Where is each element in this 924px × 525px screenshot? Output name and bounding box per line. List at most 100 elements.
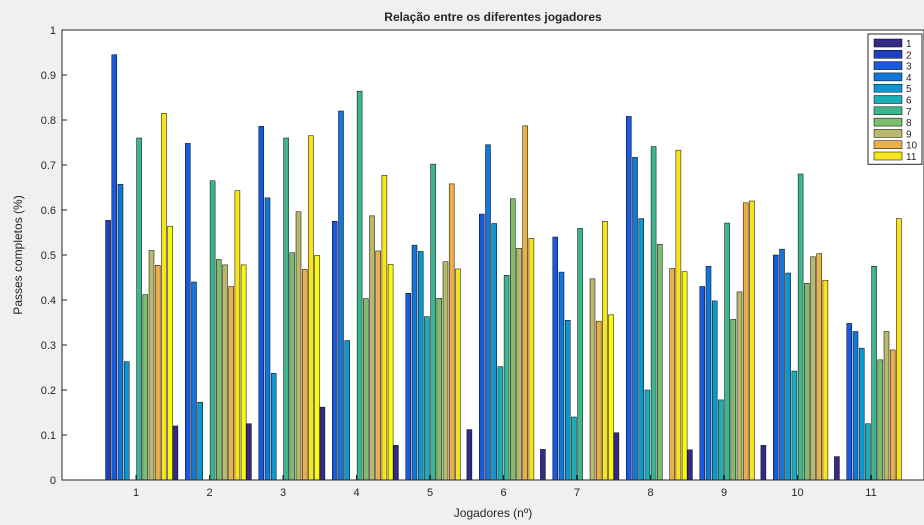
bar — [510, 198, 516, 481]
bar — [270, 373, 277, 481]
bar — [626, 116, 632, 481]
bar — [846, 323, 853, 481]
legend-label: 2 — [906, 50, 912, 61]
bar — [632, 157, 638, 481]
bar — [602, 221, 608, 481]
x-axis-label: Jogadores (nº) — [454, 506, 532, 520]
bar — [503, 275, 510, 481]
bar — [785, 272, 791, 481]
bar — [411, 244, 418, 481]
y-tick-label: 0.2 — [41, 385, 56, 397]
bar — [613, 432, 620, 481]
legend-label: 1 — [906, 39, 912, 50]
x-tick-label: 5 — [427, 487, 433, 499]
bar — [485, 144, 491, 481]
legend-swatch — [873, 61, 903, 70]
bar — [466, 429, 473, 481]
x-tick-label: 9 — [721, 487, 727, 499]
bar — [657, 243, 663, 481]
bar — [577, 228, 583, 481]
bar — [197, 401, 203, 481]
bar — [540, 449, 546, 481]
bar — [405, 293, 412, 481]
bar — [871, 266, 877, 481]
bar — [375, 250, 381, 481]
legend-label: 7 — [906, 107, 912, 118]
bar — [344, 340, 350, 481]
legend-swatch — [873, 38, 903, 48]
bar — [522, 125, 528, 481]
bar — [571, 416, 577, 481]
y-tick-label: 0.4 — [41, 295, 56, 307]
bar — [644, 389, 651, 481]
legend-label: 11 — [906, 152, 917, 163]
bar — [858, 347, 865, 481]
bar — [779, 248, 785, 481]
axes-group: 00.10.20.30.40.50.60.70.80.911 2 3 4 5 6 7 8 9 10… — [41, 25, 924, 499]
legend-swatch — [873, 83, 903, 93]
bar — [687, 449, 693, 481]
legend-swatch — [873, 129, 903, 138]
bar — [161, 113, 167, 481]
bar — [417, 251, 424, 481]
bar — [154, 265, 161, 481]
bar — [448, 183, 455, 481]
bar — [852, 331, 859, 481]
bar — [773, 254, 779, 481]
legend-label: 9 — [906, 129, 912, 140]
legend-label: 3 — [906, 62, 912, 73]
bar — [528, 238, 535, 481]
bar — [105, 220, 111, 481]
bar — [228, 286, 234, 481]
bar — [246, 423, 252, 481]
bar — [301, 269, 308, 481]
bar — [264, 197, 271, 481]
bar — [804, 283, 810, 481]
x-tick-label: 2 — [206, 487, 212, 499]
legend-swatch — [873, 95, 903, 104]
bar — [111, 54, 118, 481]
bar — [595, 320, 602, 481]
bar — [589, 278, 596, 481]
y-tick-label: 0.7 — [41, 160, 56, 172]
x-tick-label: 7 — [574, 487, 580, 499]
bar — [172, 425, 179, 481]
bar — [724, 222, 730, 481]
legend-swatch — [873, 151, 903, 161]
bar — [356, 90, 363, 481]
bar — [564, 320, 571, 481]
legend-swatch — [873, 106, 903, 116]
bar — [258, 126, 265, 481]
bar — [816, 253, 822, 481]
bar — [516, 248, 522, 481]
legend-label: 6 — [906, 96, 912, 107]
bar — [142, 294, 149, 481]
legend-swatch — [873, 140, 903, 149]
bar — [387, 264, 394, 481]
bar — [381, 175, 388, 481]
y-tick-label: 0.3 — [41, 340, 56, 352]
bar — [479, 213, 485, 481]
bar — [558, 271, 565, 481]
bar — [681, 271, 688, 481]
bar — [497, 366, 504, 481]
bar — [283, 137, 289, 481]
bar — [185, 143, 191, 481]
bar — [455, 268, 461, 481]
bar — [191, 281, 197, 481]
bar — [889, 349, 896, 481]
legend-label: 4 — [906, 73, 912, 84]
bar — [760, 445, 767, 481]
bar — [240, 264, 247, 481]
x-tick-label: 4 — [353, 487, 359, 499]
bar — [865, 423, 871, 481]
bar — [749, 200, 755, 481]
x-tick-label: 11 — [865, 487, 876, 499]
bar — [369, 215, 375, 481]
y-tick-label: 0.6 — [41, 205, 56, 217]
legend-swatch — [873, 72, 903, 82]
bar — [711, 300, 718, 481]
bar — [430, 163, 436, 481]
bar — [650, 146, 657, 481]
